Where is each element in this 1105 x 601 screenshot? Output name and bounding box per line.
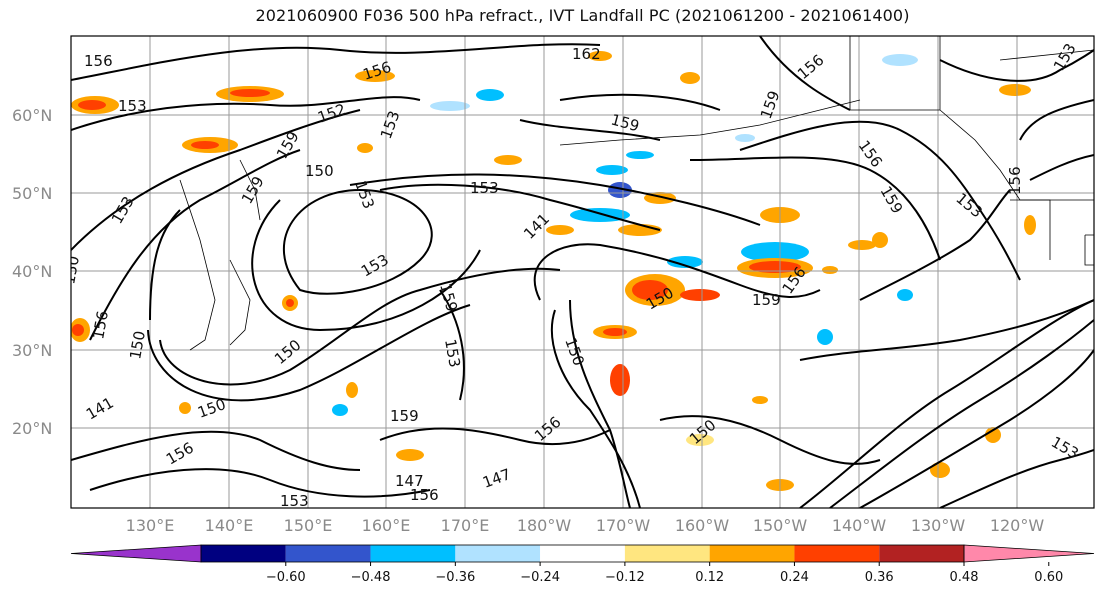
lon-label: 120°W bbox=[990, 516, 1045, 535]
contour-label: 153 bbox=[280, 492, 309, 510]
contour-label: 150 bbox=[126, 329, 149, 360]
coastlines bbox=[179, 36, 1094, 351]
contour-label: 162 bbox=[572, 45, 601, 63]
lon-label: 140°W bbox=[832, 516, 887, 535]
contour-lines bbox=[71, 36, 1094, 508]
contour-label: 150 bbox=[60, 254, 83, 285]
lat-label-30n: 30°N bbox=[12, 341, 52, 360]
contour-label: 153 bbox=[118, 97, 147, 115]
lon-label: 160°W bbox=[675, 516, 730, 535]
contour-label: 156 bbox=[89, 309, 112, 340]
colorbar-extend-low bbox=[70, 544, 202, 563]
colorbar-frame bbox=[200, 544, 965, 563]
lon-label: 160°E bbox=[362, 516, 411, 535]
colorbar-segment bbox=[540, 545, 625, 562]
colorbar-tick-label: 0.48 bbox=[950, 570, 979, 585]
colorbar-tick-label: 0.60 bbox=[1034, 570, 1063, 585]
colorbar-tick-label: 0.36 bbox=[865, 570, 894, 585]
lon-label: 150°E bbox=[284, 516, 333, 535]
longitude-labels: 130°E 140°E 150°E 160°E 170°E 180°W 170°… bbox=[126, 516, 1045, 535]
colorbar-segment bbox=[201, 545, 286, 562]
lat-label-50n: 50°N bbox=[12, 184, 52, 203]
colorbar-tick-label: −0.24 bbox=[520, 570, 560, 585]
lon-label: 130°W bbox=[911, 516, 966, 535]
lon-label: 130°E bbox=[126, 516, 175, 535]
colorbar-tick-label: 0.12 bbox=[695, 570, 724, 585]
contour-label: 159 bbox=[390, 407, 419, 425]
contour-label: 159 bbox=[752, 291, 781, 309]
latitude-labels: 60°N 50°N 40°N 30°N 20°N bbox=[12, 106, 52, 438]
contour-label: 150 bbox=[305, 162, 334, 180]
contour-label: 153 bbox=[470, 179, 499, 197]
lon-label: 170°W bbox=[596, 516, 651, 535]
colorbar-segment bbox=[879, 545, 964, 562]
map-area: 156 153 162 156 153 152 153 159 159 156 … bbox=[60, 36, 1094, 510]
lon-label: 140°E bbox=[205, 516, 254, 535]
colorbar-segment bbox=[794, 545, 880, 562]
colorbar-segment bbox=[285, 545, 371, 562]
lat-label-40n: 40°N bbox=[12, 262, 52, 281]
lon-label: 150°W bbox=[753, 516, 808, 535]
contour-label: 147 bbox=[395, 472, 424, 490]
lat-label-20n: 20°N bbox=[12, 419, 52, 438]
colorbar: −0.60 −0.48 −0.36 −0.24 −0.12 0.12 0.24 0.36 0.4… bbox=[70, 544, 1095, 585]
contour-label: 153 bbox=[441, 338, 464, 369]
gridlines bbox=[71, 36, 1094, 508]
colorbar-tick-label: 0.24 bbox=[780, 570, 809, 585]
colorbar-segment bbox=[709, 545, 795, 562]
colorbar-tick-label: −0.60 bbox=[266, 570, 306, 585]
colorbar-segment bbox=[624, 545, 710, 562]
map-title: 2021060900 F036 500 hPa refract., IVT La… bbox=[255, 6, 910, 25]
shaded-anomalies bbox=[71, 51, 1036, 491]
contour-label: 156 bbox=[1006, 166, 1024, 195]
contour-label: 156 bbox=[84, 52, 113, 70]
colorbar-tick-label: −0.12 bbox=[605, 570, 645, 585]
colorbar-tick-label: −0.48 bbox=[351, 570, 391, 585]
lat-label-60n: 60°N bbox=[12, 106, 52, 125]
contour-label: 156 bbox=[410, 486, 439, 504]
colorbar-extend-high bbox=[963, 544, 1095, 563]
lon-label: 170°E bbox=[441, 516, 490, 535]
colorbar-tick-label: −0.36 bbox=[435, 570, 475, 585]
map-frame bbox=[70, 35, 1095, 509]
lon-label: 180°W bbox=[517, 516, 572, 535]
colorbar-segment bbox=[455, 545, 541, 562]
colorbar-segment bbox=[370, 545, 456, 562]
